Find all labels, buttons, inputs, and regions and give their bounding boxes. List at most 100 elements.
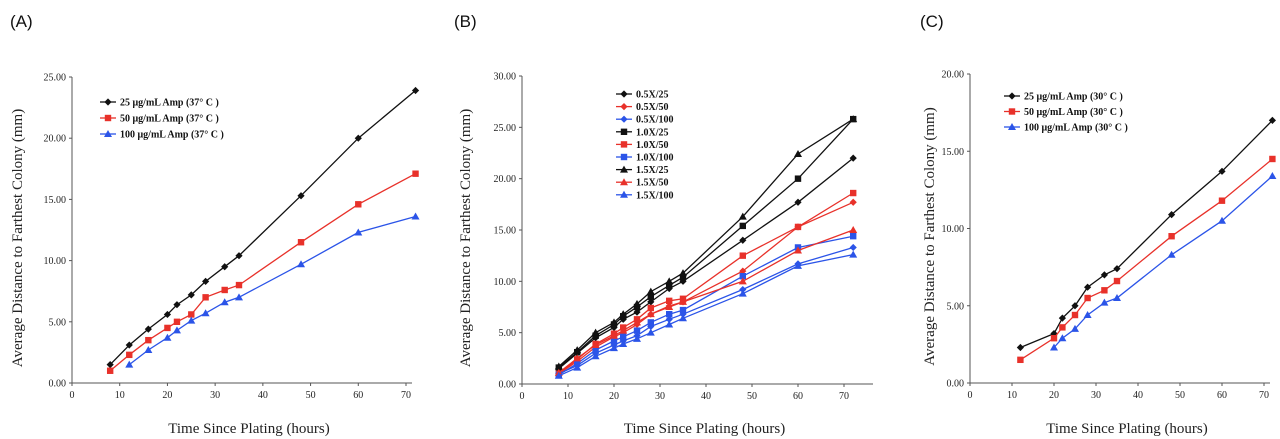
data-point xyxy=(739,285,747,294)
data-point xyxy=(1084,294,1091,302)
data-point xyxy=(573,354,582,362)
data-point xyxy=(1071,324,1079,332)
legend-swatch-marker xyxy=(620,90,628,98)
data-point xyxy=(164,324,171,332)
data-point xyxy=(679,274,687,281)
data-point xyxy=(1059,324,1066,331)
y-axis-title: Average Distance to Farthest Colony (mm) xyxy=(922,107,938,365)
series-line xyxy=(1020,119,1273,349)
series-line xyxy=(128,215,416,366)
data-point xyxy=(554,362,563,370)
data-point xyxy=(619,339,628,347)
data-point xyxy=(1101,287,1108,294)
y-axis-title: Average Distance to Farthest Colony (mm) xyxy=(10,109,26,367)
x-tick-label: 0 xyxy=(70,390,75,401)
data-point xyxy=(221,263,229,271)
data-point xyxy=(591,328,600,336)
x-tick-label: 20 xyxy=(162,390,172,401)
data-point xyxy=(619,326,628,334)
legend-swatch-marker xyxy=(104,98,112,106)
series-line xyxy=(558,157,854,370)
legend-swatch-marker xyxy=(620,128,628,135)
chart-b-svg: 0 10 20 30 40 50 60 70 0.00 5.00 10.00 15.00 20.00 25… xyxy=(458,72,873,437)
data-point xyxy=(297,192,305,200)
y-tick-label: 15.00 xyxy=(44,195,67,206)
legend-swatch-marker xyxy=(1008,123,1016,130)
y-tick-label: 20.00 xyxy=(44,134,67,145)
legend-swatch-marker xyxy=(620,115,628,123)
data-point xyxy=(1269,155,1276,163)
data-point xyxy=(633,334,641,342)
data-point xyxy=(633,327,641,334)
data-point xyxy=(1100,271,1108,279)
x-tick-label: 40 xyxy=(258,390,268,401)
data-point xyxy=(794,198,802,206)
legend: 25 μg/mL Amp (30° C ) 50 μg/mL Amp (30° C… xyxy=(1004,92,1128,134)
x-tick-label: 70 xyxy=(1259,390,1269,401)
data-point xyxy=(794,150,802,158)
legend-label: 1.5X/100 xyxy=(636,190,674,201)
y-tick-label: 10.00 xyxy=(494,277,517,288)
data-point xyxy=(1113,294,1121,302)
legend-item: 25 μg/mL Amp (37° C ) xyxy=(100,98,219,109)
x-tick-label: 50 xyxy=(747,391,757,402)
chart-panel-a: (A) 0 10 20 30 40 50 60 70 0.00 5.00 10.00 15.00 20.… xyxy=(0,0,430,439)
data-point xyxy=(173,301,181,309)
series-line xyxy=(1020,158,1273,361)
x-tick-label: 20 xyxy=(1049,390,1059,401)
data-point xyxy=(1050,343,1058,351)
data-point xyxy=(144,345,153,353)
series-line xyxy=(558,201,854,375)
data-point xyxy=(666,282,673,289)
data-point xyxy=(794,223,802,231)
legend-label: 1.5X/25 xyxy=(636,165,669,176)
data-point xyxy=(591,340,600,348)
data-point xyxy=(554,371,563,379)
data-point xyxy=(1168,233,1175,240)
series-line xyxy=(558,118,854,367)
legend-label: 0.5X/50 xyxy=(636,102,669,113)
data-point xyxy=(106,367,114,374)
data-point xyxy=(794,261,802,269)
data-point xyxy=(591,352,600,360)
legend-item: 100 μg/mL Amp (30° C ) xyxy=(1004,123,1128,134)
legend-swatch-marker xyxy=(1008,92,1016,100)
x-tick-label: 50 xyxy=(1175,390,1185,401)
data-point xyxy=(679,306,687,314)
data-point xyxy=(235,293,243,301)
series-3 xyxy=(1050,171,1277,351)
data-point xyxy=(849,198,857,206)
legend-swatch-marker xyxy=(620,141,628,148)
data-point xyxy=(163,310,172,319)
data-point xyxy=(849,115,858,123)
y-tick-label: 20.00 xyxy=(942,70,965,81)
panel-label: (C) xyxy=(920,12,944,31)
y-tick-label: 5.00 xyxy=(499,328,517,339)
legend-label: 100 μg/mL Amp (30° C ) xyxy=(1024,123,1128,134)
y-axis-title: Average Distance to Farthest Colony (mm) xyxy=(458,109,474,367)
data-point xyxy=(849,250,858,258)
legend-swatch-marker xyxy=(104,114,112,122)
data-point xyxy=(173,318,181,325)
series-line xyxy=(109,90,416,366)
data-point xyxy=(1071,311,1079,319)
x-tick-label: 60 xyxy=(793,391,803,402)
legend-item: 1.5X/50 xyxy=(616,178,669,189)
data-point xyxy=(620,333,627,340)
y-tick-label: 25.00 xyxy=(44,73,67,84)
legend-item: 0.5X/100 xyxy=(616,115,674,126)
data-point xyxy=(1058,334,1067,342)
data-point xyxy=(592,332,599,339)
x-tick-label: 30 xyxy=(1091,390,1101,401)
data-point xyxy=(188,311,195,318)
data-point xyxy=(646,328,655,336)
data-point xyxy=(665,315,673,323)
data-point xyxy=(849,226,858,233)
x-axis-title: Time Since Plating (hours) xyxy=(624,421,786,437)
x-tick-label: 60 xyxy=(353,390,363,401)
data-point xyxy=(849,154,857,162)
x-tick-label: 40 xyxy=(701,391,711,402)
data-point xyxy=(235,252,243,260)
series-5 xyxy=(555,189,857,377)
legend-swatch-marker xyxy=(620,165,628,173)
